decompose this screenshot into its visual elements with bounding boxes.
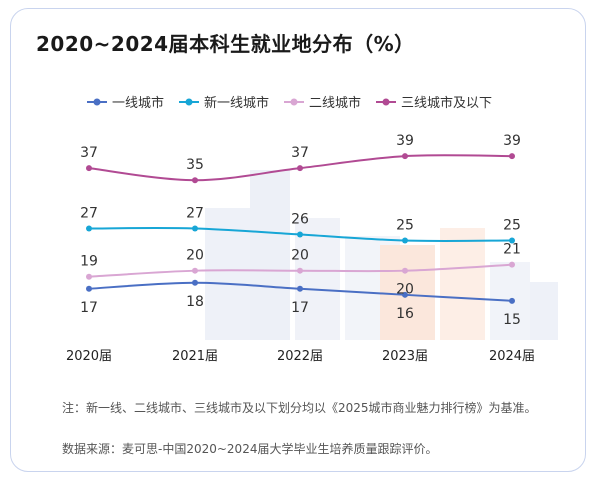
chart-legend: 一线城市 新一线城市 二线城市 三线城市及以下 (86, 92, 492, 111)
data-point-tier2 (192, 267, 198, 274)
legend-swatch-tier1 (87, 98, 107, 105)
x-tick-label: 2020届 (66, 349, 112, 364)
chart-title: 2020~2024届本科生就业地分布（%） (36, 32, 415, 56)
background-building (250, 170, 290, 340)
data-point-tier2 (509, 261, 515, 268)
data-point-tier3 (86, 165, 92, 172)
data-point-tier1 (402, 291, 408, 298)
legend-label-tier1: 一线城市 (112, 96, 165, 111)
data-point-tier2 (402, 267, 408, 274)
data-label-tier1: 16 (396, 306, 414, 322)
legend-item-tier1: 一线城市 (86, 92, 164, 111)
background-building (295, 218, 340, 340)
data-point-tier1 (192, 279, 198, 286)
data-label-new-tier1: 27 (80, 205, 98, 221)
data-point-tier3 (509, 153, 515, 160)
data-label-tier3: 35 (186, 157, 204, 173)
data-source: 数据来源：麦可思-中国2020~2024届大学毕业生培养质量跟踪评价。 (62, 442, 438, 456)
data-label-tier2: 19 (80, 254, 98, 270)
data-label-tier2: 20 (186, 248, 204, 264)
data-point-new-tier1 (86, 225, 92, 232)
chart-note: 注：新一线、二线城市、三线城市及以下划分均以《2025城市商业魅力排行榜》为基准… (62, 401, 537, 415)
data-label-new-tier1: 27 (186, 205, 204, 221)
data-label-tier1: 17 (291, 300, 309, 316)
data-point-tier3 (402, 153, 408, 160)
data-point-tier2 (297, 267, 303, 274)
data-point-tier1 (86, 285, 92, 292)
data-label-tier2: 20 (396, 282, 414, 298)
legend-item-tier2: 二线城市 (283, 92, 361, 111)
x-tick-label: 2024届 (489, 349, 535, 364)
data-point-new-tier1 (192, 225, 198, 232)
data-point-tier1 (509, 297, 515, 304)
data-label-tier1: 18 (186, 294, 204, 310)
background-building (440, 228, 485, 340)
data-point-new-tier1 (402, 237, 408, 244)
data-label-new-tier1: 25 (396, 218, 414, 234)
data-label-tier3: 39 (503, 133, 521, 149)
data-label-tier3: 37 (80, 145, 98, 161)
data-point-tier3 (192, 177, 198, 184)
x-tick-label: 2021届 (172, 349, 218, 364)
data-point-tier1 (297, 285, 303, 292)
data-label-tier1: 15 (503, 312, 521, 328)
background-building (530, 282, 558, 340)
legend-item-tier3: 三线城市及以下 (375, 92, 492, 111)
legend-label-tier2: 二线城市 (309, 96, 362, 111)
x-tick-label: 2022届 (277, 349, 323, 364)
x-tick-label: 2023届 (382, 349, 428, 364)
background-building (380, 245, 435, 340)
legend-item-new-tier1: 新一线城市 (178, 92, 269, 111)
data-label-tier1: 17 (80, 300, 98, 316)
legend-label-tier3: 三线城市及以下 (401, 96, 493, 111)
data-label-tier2: 20 (291, 248, 309, 264)
data-label-tier3: 37 (291, 145, 309, 161)
data-label-tier3: 39 (396, 133, 414, 149)
data-label-new-tier1: 25 (503, 218, 521, 234)
legend-swatch-new-tier1 (179, 98, 200, 105)
data-point-new-tier1 (509, 237, 515, 244)
data-point-tier2 (86, 273, 92, 280)
legend-label-new-tier1: 新一线城市 (204, 96, 270, 111)
data-point-tier3 (297, 165, 303, 172)
data-label-tier2: 21 (503, 242, 521, 258)
legend-swatch-tier3 (376, 98, 397, 105)
data-label-new-tier1: 26 (291, 212, 309, 228)
data-point-new-tier1 (297, 231, 303, 238)
legend-swatch-tier2 (284, 98, 305, 105)
